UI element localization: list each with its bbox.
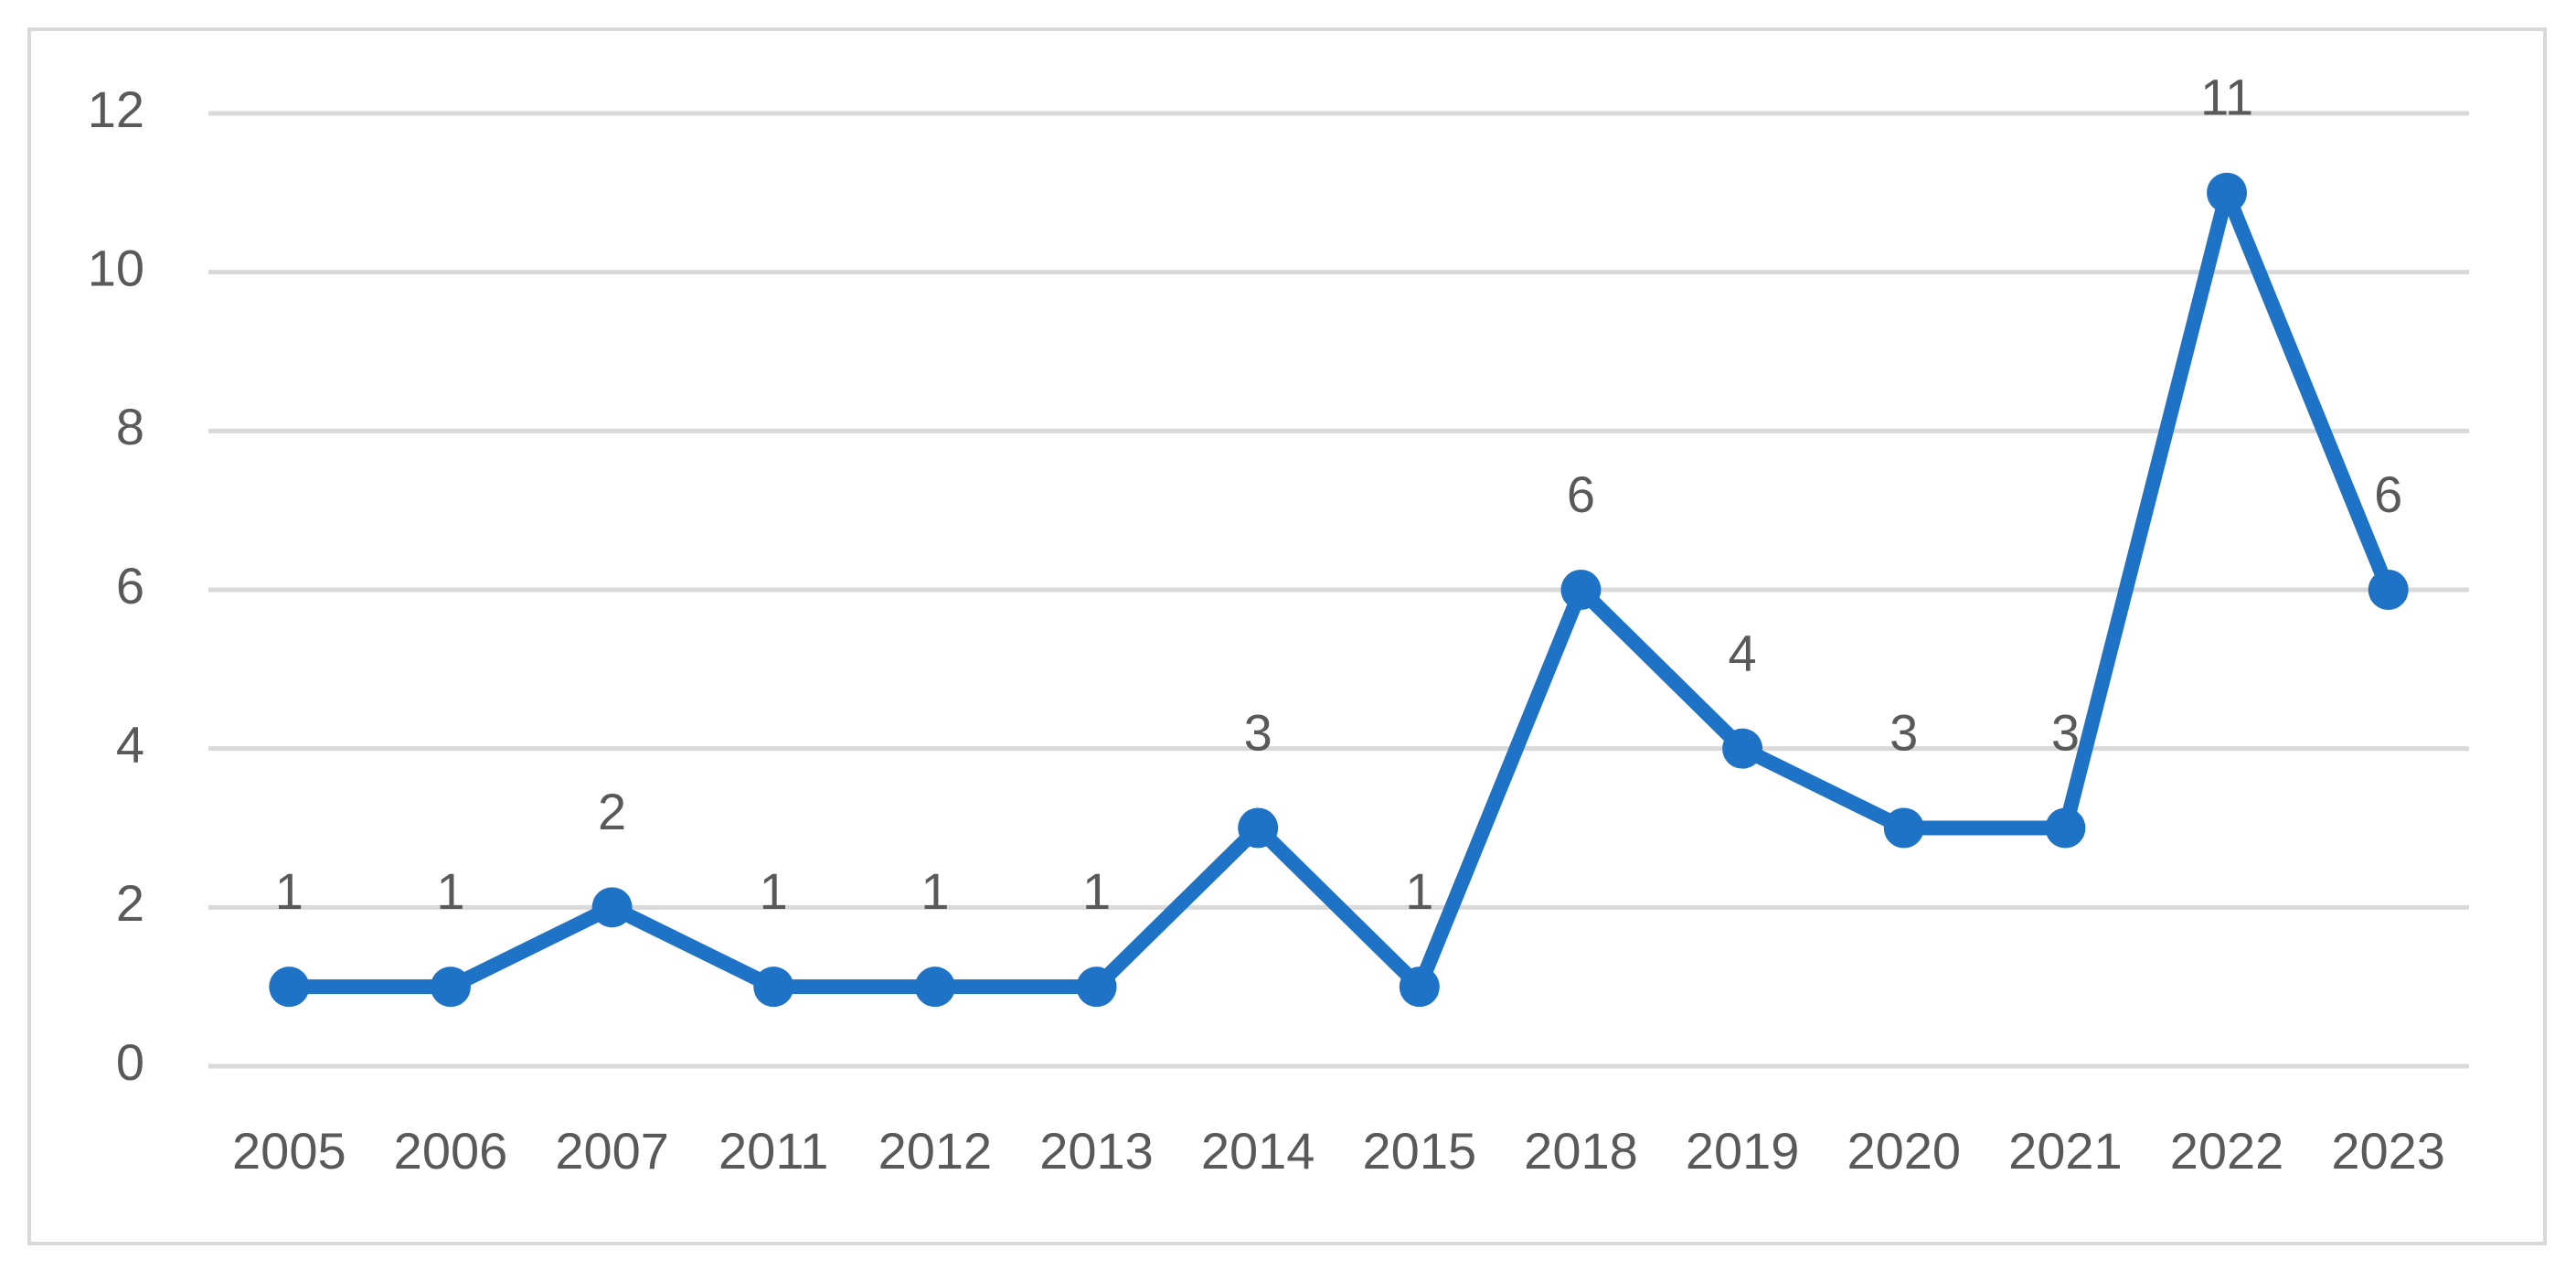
y-tick-label: 10 (88, 239, 144, 296)
data-label: 1 (1082, 862, 1111, 920)
x-tick-label: 2022 (2170, 1122, 2284, 1180)
data-label: 3 (1244, 703, 1272, 761)
line (289, 185, 2396, 995)
x-tick-label: 2013 (1039, 1122, 1154, 1180)
x-tick-label: 2006 (394, 1122, 508, 1180)
y-tick-label: 0 (116, 1033, 144, 1091)
marker (430, 967, 471, 1008)
data-label: 2 (598, 783, 626, 840)
data-label: 1 (921, 862, 949, 920)
marker (1883, 807, 1924, 849)
marker (2207, 172, 2248, 213)
marker (591, 887, 633, 928)
marker (269, 967, 310, 1008)
x-tick-label: 2012 (878, 1122, 993, 1180)
data-label: 1 (760, 862, 788, 920)
data-label: 6 (1567, 465, 1595, 523)
x-tick-label: 2014 (1201, 1122, 1315, 1180)
marker (753, 967, 794, 1008)
marker (1722, 728, 1763, 769)
data-label: 4 (1729, 624, 1757, 681)
x-tick-label: 2023 (2331, 1122, 2445, 1180)
x-tick-label: 2011 (719, 1122, 828, 1180)
x-tick-label: 2018 (1524, 1122, 1638, 1180)
marker (1076, 967, 1117, 1008)
x-tick-label: 2005 (232, 1122, 346, 1180)
data-label: 1 (1405, 862, 1433, 920)
y-tick-label: 6 (116, 557, 144, 614)
y-tick-label: 4 (116, 715, 144, 773)
data-label: 1 (436, 862, 464, 920)
marker (2045, 807, 2086, 849)
marker (2368, 570, 2409, 610)
y-tick-label: 12 (88, 80, 144, 138)
data-label: 6 (2374, 465, 2402, 523)
chart-border (27, 27, 2547, 1245)
y-tick-label: 8 (116, 398, 144, 455)
data-label: 1 (275, 862, 303, 920)
marker (1238, 807, 1279, 849)
x-tick-label: 2015 (1363, 1122, 1477, 1180)
y-tick-label: 2 (116, 874, 144, 932)
marker (914, 967, 955, 1008)
x-tick-label: 2019 (1686, 1122, 1800, 1180)
marker (1560, 570, 1602, 610)
data-label: 3 (1889, 703, 1918, 761)
x-tick-label: 2007 (555, 1122, 669, 1180)
data-label: 11 (2200, 69, 2253, 126)
x-tick-label: 2020 (1847, 1122, 1961, 1180)
marker (1399, 967, 1440, 1008)
data-label: 3 (2051, 703, 2080, 761)
x-tick-label: 2021 (2008, 1122, 2123, 1180)
